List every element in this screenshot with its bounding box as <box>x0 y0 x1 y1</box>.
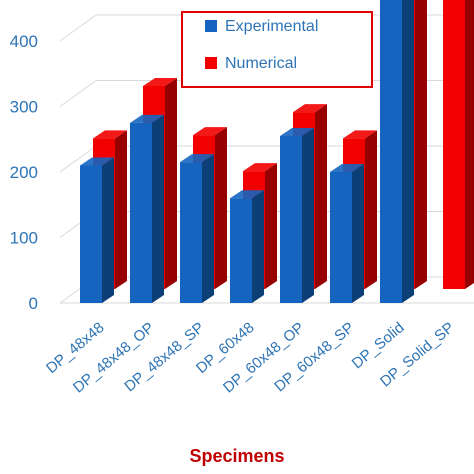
bar-numerical-top <box>143 77 177 86</box>
bar-experimental-top <box>330 164 364 172</box>
legend-swatch <box>205 57 217 69</box>
bar-experimental <box>330 172 352 303</box>
bar-numerical-side <box>315 104 327 290</box>
bar-experimental <box>280 135 302 303</box>
legend-label: Numerical <box>225 55 297 72</box>
bar-experimental-top <box>180 154 214 163</box>
bar-numerical-side <box>165 77 177 289</box>
bar-experimental <box>80 165 102 303</box>
y-tick-label: 100 <box>10 229 38 248</box>
bar-experimental-side <box>202 154 214 303</box>
y-tick-label: 0 <box>29 294 38 313</box>
bar-experimental <box>380 0 402 303</box>
legend-label: Experimental <box>225 18 318 35</box>
bar-numerical-side <box>415 0 427 289</box>
bar-experimental-top <box>230 190 264 199</box>
bar-numerical-top <box>343 130 377 139</box>
bar-experimental <box>130 122 152 303</box>
bar-numerical-side <box>215 127 227 289</box>
gridline-depth <box>59 14 97 42</box>
bar-numerical-side <box>465 0 474 289</box>
bar-numerical-top <box>93 130 127 139</box>
gridline-depth <box>59 145 97 173</box>
x-axis-title: Specimens <box>189 446 284 466</box>
bar-experimental-side <box>402 0 414 303</box>
bar-experimental-side <box>102 157 114 303</box>
bar-numerical-side <box>115 130 127 289</box>
bar-experimental <box>230 198 252 303</box>
bar-numerical-top <box>193 127 227 136</box>
bar-experimental-top <box>130 114 164 123</box>
bar-experimental-side <box>152 114 164 303</box>
bar-numerical-top <box>293 104 327 113</box>
gridline-depth <box>59 80 97 107</box>
bar-experimental-side <box>252 190 264 303</box>
y-tick-label: 200 <box>10 163 38 182</box>
bar-experimental <box>180 162 202 303</box>
y-tick-label: 300 <box>10 98 38 117</box>
bar-experimental-top <box>80 157 114 166</box>
bar-numerical-top <box>243 163 277 172</box>
legend: Experimental Numerical <box>181 11 373 88</box>
bars <box>80 0 474 303</box>
legend-swatch <box>205 20 217 32</box>
bar-numerical-side <box>365 130 377 289</box>
bar-experimental-side <box>302 127 314 303</box>
bar-numerical <box>443 0 465 289</box>
bar-numerical-side <box>265 163 277 289</box>
bar-experimental-top <box>280 127 314 136</box>
y-tick-label: 400 <box>10 32 38 51</box>
bar-experimental-side <box>352 164 364 303</box>
